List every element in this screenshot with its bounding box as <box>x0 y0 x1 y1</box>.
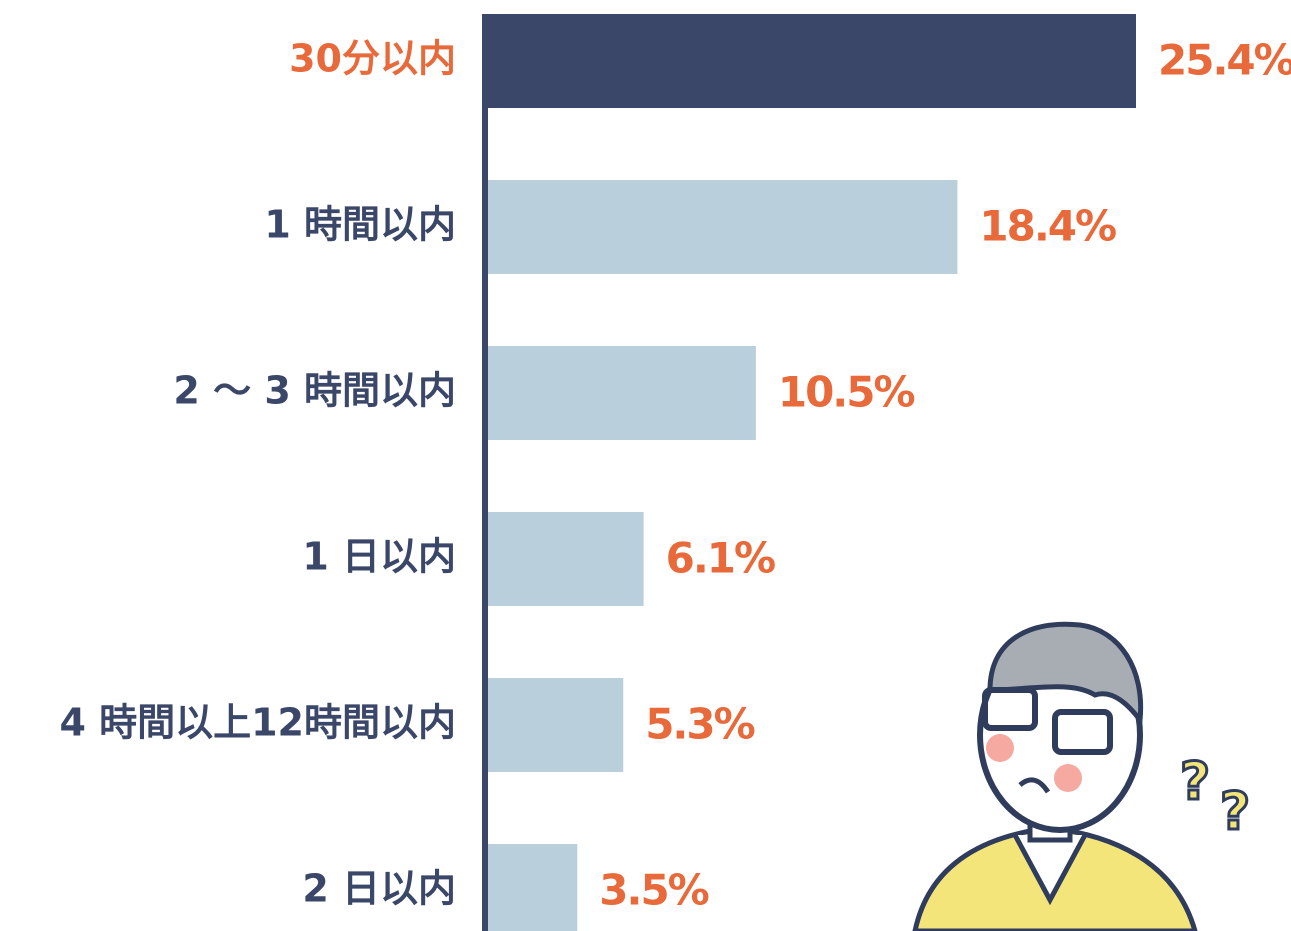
value-label: 6.1% <box>666 534 775 583</box>
value-label: 5.3% <box>645 700 754 749</box>
value-label: 3.5% <box>599 866 708 915</box>
bar <box>488 180 958 274</box>
illustration-glasses <box>1052 709 1113 755</box>
illustration-glasses <box>982 687 1038 731</box>
bar <box>488 14 1136 108</box>
bar <box>488 346 756 440</box>
category-label: 1 日以内 <box>302 535 456 579</box>
category-label: 4 時間以上12時間以内 <box>59 701 456 745</box>
category-label: 2 ～ 3 時間以内 <box>173 369 456 413</box>
illustration-question: ? <box>1220 782 1250 842</box>
illustration: ? ? <box>912 621 1252 931</box>
illustration-collar <box>1012 833 1088 906</box>
illustration-mouth <box>1018 777 1051 794</box>
illustration-cheek <box>1054 764 1082 792</box>
value-label: 10.5% <box>778 368 915 417</box>
bar <box>488 678 624 772</box>
illustration-cheek <box>986 734 1014 762</box>
illustration-question: ? <box>1180 752 1210 812</box>
value-label: 18.4% <box>979 202 1116 251</box>
bar <box>488 512 644 606</box>
category-label: 30分以内 <box>289 37 456 81</box>
category-label: 2 日以内 <box>302 867 456 911</box>
value-label: 25.4% <box>1158 36 1291 85</box>
illustration-hair <box>987 621 1144 727</box>
bar-group: 30分以内 25.4% 1 時間以内 18.4% 2 ～ 3 時間以内 10.5% 1 日以… <box>59 14 1291 931</box>
bar <box>488 844 578 931</box>
category-label: 1 時間以内 <box>264 203 456 247</box>
